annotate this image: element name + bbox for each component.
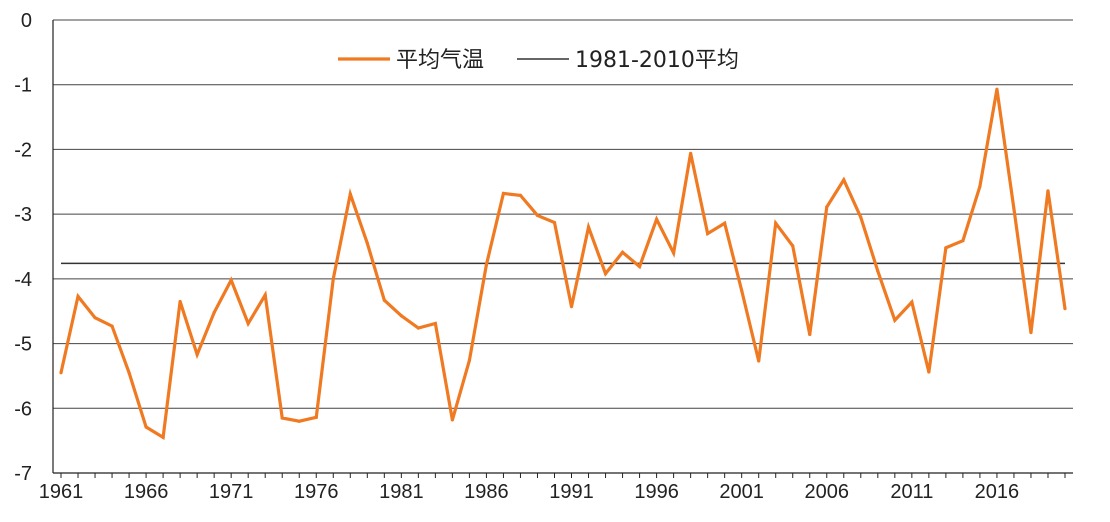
data-point (297, 419, 301, 423)
data-point (76, 294, 80, 298)
data-point (910, 300, 914, 304)
data-point (263, 293, 267, 297)
data-point (144, 425, 148, 429)
data-point (637, 264, 642, 269)
data-point (569, 305, 574, 309)
data-point (433, 321, 437, 326)
data-point (246, 321, 250, 326)
data-point (127, 371, 131, 375)
x-tick-label: 2006 (805, 481, 850, 503)
data-point (978, 184, 982, 188)
data-point (484, 263, 489, 267)
y-tick-label: -2 (14, 139, 32, 161)
y-tick-label: -7 (14, 463, 32, 485)
data-point (93, 316, 97, 320)
data-point (365, 241, 369, 245)
data-point (1046, 189, 1050, 193)
x-tick-label: 1981 (379, 481, 424, 503)
x-tick-label: 2001 (719, 481, 764, 503)
data-point (348, 192, 352, 196)
data-point (450, 418, 454, 422)
y-tick-label: -4 (14, 269, 32, 291)
y-tick-label: -1 (14, 75, 32, 97)
data-point (501, 191, 506, 196)
gridlines (52, 19, 1073, 474)
average-temperature-series-line (59, 88, 1067, 441)
x-tick-label: 1986 (464, 481, 509, 503)
data-point (774, 221, 778, 225)
data-point (672, 251, 676, 255)
data-point (59, 371, 63, 375)
data-point (586, 225, 591, 229)
data-point (212, 310, 216, 315)
data-point (110, 324, 114, 328)
x-axis-tick-labels: 1961 1966 1971 1976 1981 1986 1991 1996 2001 2006… (39, 473, 1066, 503)
x-tick-label: 2011 (890, 481, 933, 503)
data-point (161, 435, 165, 440)
data-point (280, 416, 284, 420)
y-tick-label: -5 (14, 334, 32, 356)
data-point (944, 246, 948, 250)
x-tick-label: 1976 (294, 481, 339, 503)
data-point (603, 272, 608, 276)
x-tick-label: 2016 (975, 481, 1020, 503)
y-tick-label: 0 (21, 10, 32, 32)
data-point (552, 220, 557, 225)
data-point (535, 213, 540, 218)
average-temperature-points (59, 87, 1067, 440)
data-point (740, 288, 744, 293)
legend-label-average-temperature: 平均气温 (396, 48, 484, 73)
data-point (331, 277, 335, 281)
data-point (859, 215, 863, 219)
data-point (893, 318, 897, 322)
data-point (399, 314, 403, 318)
x-tick-label: 1961 (39, 481, 84, 503)
data-point (1012, 207, 1016, 211)
x-tick-label: 1966 (124, 481, 169, 503)
data-point (791, 244, 795, 248)
data-point (518, 193, 523, 197)
data-point (229, 278, 233, 282)
data-point (1063, 307, 1067, 311)
data-point (927, 370, 931, 374)
data-point (382, 298, 386, 302)
data-point (620, 250, 625, 254)
data-point (654, 217, 659, 221)
x-tick-label: 1991 (549, 481, 594, 503)
y-tick-label: -6 (14, 398, 32, 420)
data-point (467, 358, 472, 362)
data-point (876, 269, 880, 273)
data-point (178, 299, 182, 304)
legend-label-1981-2010-average: 1981-2010平均 (575, 48, 739, 73)
legend: 平均气温 1981-2010平均 (338, 48, 739, 73)
data-point (1029, 330, 1033, 335)
data-point (314, 415, 318, 419)
data-point (808, 332, 812, 337)
data-point (195, 352, 199, 357)
data-point (842, 178, 846, 182)
data-point (706, 231, 710, 236)
data-point (723, 221, 727, 225)
data-point (416, 326, 420, 330)
y-axis-tick-labels: 0 -1 -2 -3 -4 -5 -6 -7 (14, 10, 32, 485)
data-point (757, 359, 761, 363)
y-tick-label: -3 (14, 204, 32, 226)
data-point (961, 239, 965, 243)
data-point (995, 87, 999, 91)
data-point (825, 205, 829, 209)
x-tick-label: 1971 (209, 481, 254, 503)
data-point (689, 151, 693, 155)
x-tick-label: 1996 (634, 481, 679, 503)
